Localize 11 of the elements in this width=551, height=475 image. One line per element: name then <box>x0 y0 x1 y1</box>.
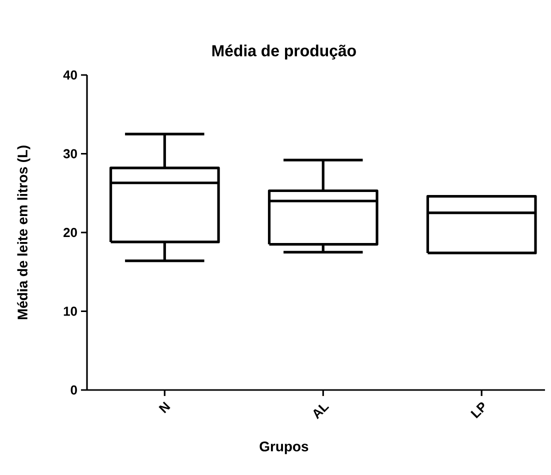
y-tick-label: 20 <box>64 228 77 238</box>
x-tick-label: AL <box>313 404 330 420</box>
x-tick-label: N <box>158 402 170 414</box>
x-tick-label: LP <box>470 402 484 418</box>
chart-title: Média de produção <box>212 44 356 60</box>
y-axis-title: Média de leite em litros (L) <box>17 146 30 320</box>
y-tick-label: 30 <box>63 149 77 158</box>
y-tick-label: 10 <box>64 306 77 316</box>
y-tick-label: 0 <box>70 385 77 395</box>
y-tick-label: 40 <box>63 70 77 80</box>
x-axis-title: Grupos <box>260 442 308 454</box>
